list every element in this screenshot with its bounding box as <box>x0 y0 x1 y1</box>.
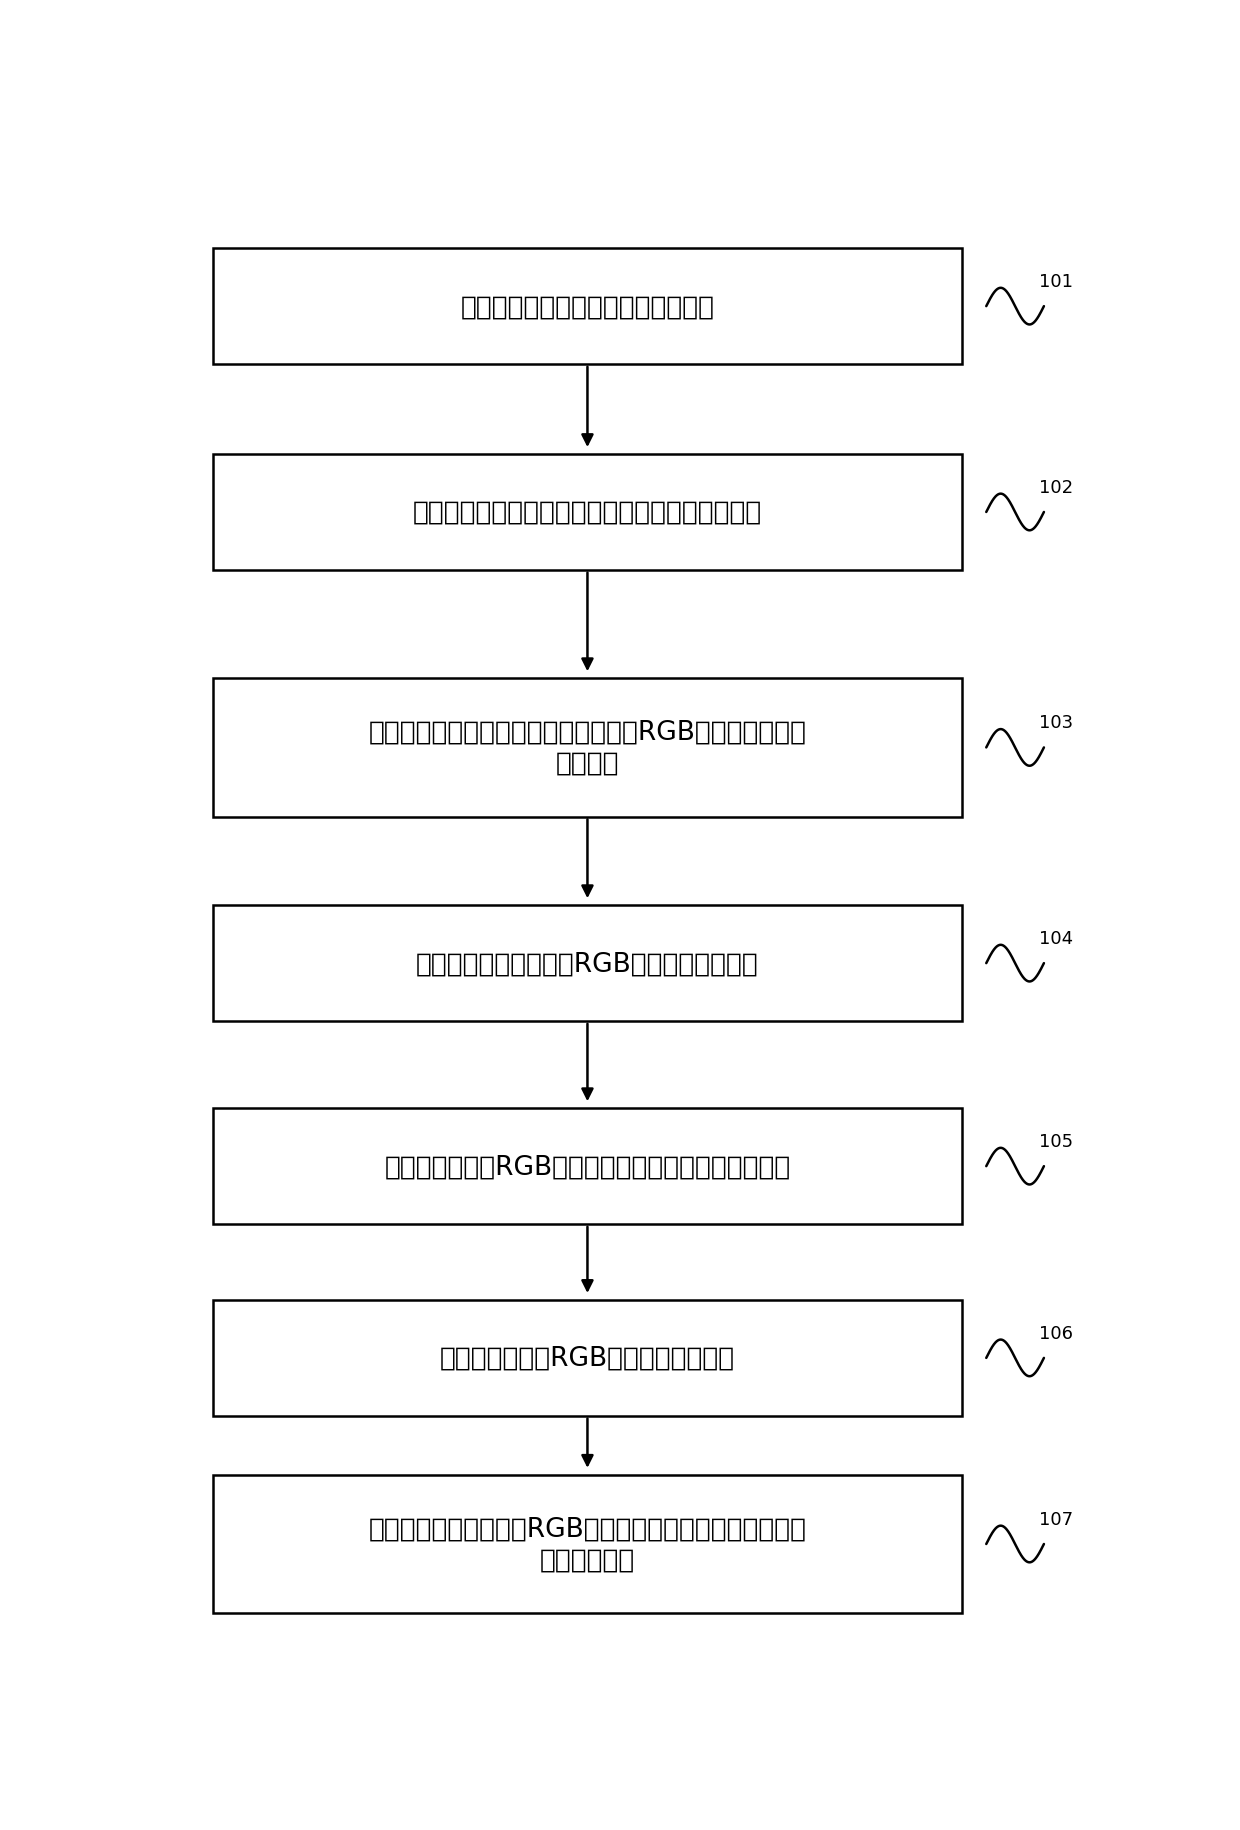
Text: 基于选取的两个通道的RGB灰度均值数据曲线，确定人体血: 基于选取的两个通道的RGB灰度均值数据曲线，确定人体血 <box>368 1515 806 1541</box>
Text: 基于采集到的图像信息得到三个通道的RGB红绿蓝灰度均值: 基于采集到的图像信息得到三个通道的RGB红绿蓝灰度均值 <box>368 719 806 745</box>
Text: 106: 106 <box>1039 1323 1074 1341</box>
Bar <box>213 1301 962 1416</box>
Text: 氧饱和度浓度: 氧饱和度浓度 <box>539 1546 635 1572</box>
Text: 数据曲线: 数据曲线 <box>556 750 619 776</box>
Bar <box>213 456 962 571</box>
Bar <box>213 679 962 816</box>
Text: 102: 102 <box>1039 478 1074 496</box>
Text: 基于三个通道的RGB灰度均值数据曲线，确定人体心率: 基于三个通道的RGB灰度均值数据曲线，确定人体心率 <box>384 1153 791 1180</box>
Text: 选取两个通道的RGB灰度均值数据曲线: 选取两个通道的RGB灰度均值数据曲线 <box>440 1345 735 1371</box>
Text: 103: 103 <box>1039 714 1074 732</box>
Bar <box>213 249 962 364</box>
Text: 105: 105 <box>1039 1133 1074 1149</box>
Text: 若人脸没有移动，则采集人脸部额头区域图像信息: 若人脸没有移动，则采集人脸部额头区域图像信息 <box>413 500 763 525</box>
Text: 分别预处理三个通道的RGB灰度均值数据曲线: 分别预处理三个通道的RGB灰度均值数据曲线 <box>417 950 759 977</box>
Text: 利用人脸跟踪技术判断人脸是否移动: 利用人脸跟踪技术判断人脸是否移动 <box>460 295 714 320</box>
Text: 107: 107 <box>1039 1510 1074 1528</box>
Bar <box>213 1475 962 1614</box>
Bar <box>213 1109 962 1224</box>
Text: 101: 101 <box>1039 273 1074 291</box>
Text: 104: 104 <box>1039 930 1074 948</box>
Bar <box>213 906 962 1021</box>
